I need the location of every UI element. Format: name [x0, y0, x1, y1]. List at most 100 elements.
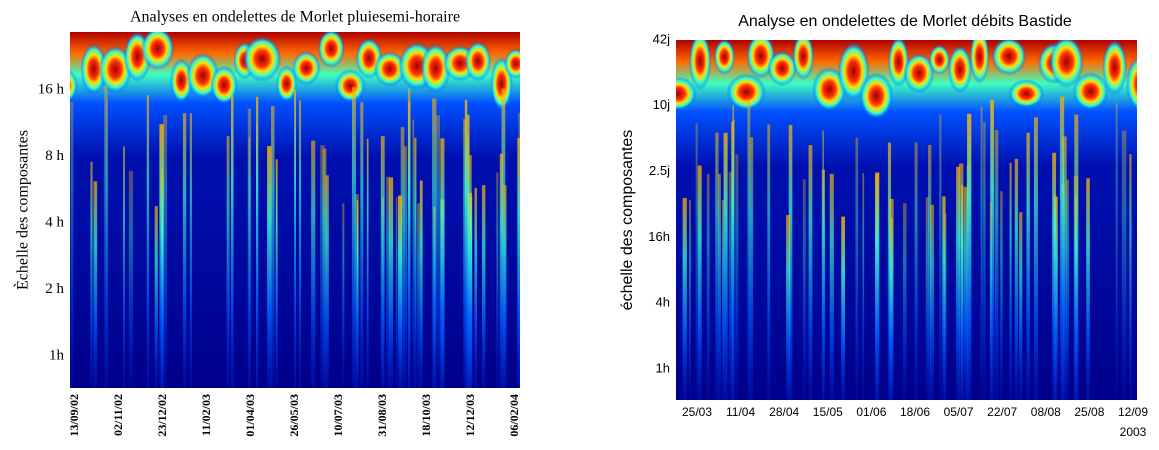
- texture: [718, 173, 721, 400]
- texture: [1086, 178, 1090, 400]
- texture: [1000, 191, 1003, 400]
- texture: [786, 215, 791, 400]
- texture: [859, 72, 894, 120]
- texture: [256, 96, 259, 388]
- texture: [420, 43, 451, 94]
- texture: [482, 185, 486, 388]
- x-tick-label: 13/09/02: [67, 394, 81, 437]
- y-axis-label: échelle des composantes: [619, 130, 636, 311]
- texture: [688, 40, 712, 91]
- texture: [1115, 103, 1118, 400]
- x-tick-label: 02/11/02: [111, 394, 125, 436]
- texture: [889, 218, 893, 400]
- y-axis-label: Èchelle des composantes: [13, 130, 32, 290]
- texture: [822, 130, 825, 400]
- texture: [373, 51, 406, 87]
- texture: [1073, 176, 1079, 400]
- texture: [695, 123, 698, 400]
- texture: [967, 113, 972, 400]
- texture: [474, 187, 477, 388]
- texture: [90, 161, 93, 388]
- texture: [1121, 130, 1127, 400]
- texture: [728, 171, 733, 400]
- x-tick-label: 05/07: [944, 405, 974, 419]
- texture: [400, 127, 405, 388]
- texture: [398, 195, 403, 388]
- y-tick-label: 42j: [653, 31, 670, 46]
- texture: [499, 153, 504, 388]
- texture: [412, 119, 415, 388]
- x-tick-label: 23/12/02: [155, 394, 169, 437]
- texture: [706, 174, 710, 400]
- texture: [342, 203, 345, 388]
- texture: [969, 40, 990, 85]
- texture: [320, 145, 325, 388]
- texture: [351, 87, 356, 388]
- texture: [1019, 212, 1023, 400]
- texture: [160, 169, 164, 388]
- y-tick-label: 10j: [653, 97, 670, 112]
- x-tick-label: 11/04: [726, 405, 755, 419]
- texture: [80, 42, 108, 96]
- texture: [697, 165, 702, 400]
- texture: [123, 146, 125, 388]
- texture: [1072, 72, 1109, 111]
- texture: [1033, 117, 1038, 400]
- texture: [496, 172, 499, 388]
- texture: [275, 159, 278, 388]
- texture: [902, 203, 907, 400]
- chart-left: Analyses en ondelettes de Morlet pluiese…: [13, 9, 521, 437]
- texture: [749, 137, 754, 400]
- texture: [354, 194, 359, 388]
- texture: [408, 101, 411, 388]
- texture: [267, 146, 272, 388]
- y-tick-label: 1h: [656, 360, 670, 375]
- chart-title: Analyses en ondelettes de Morlet pluiese…: [130, 9, 460, 26]
- texture: [275, 65, 298, 103]
- x-tick-label: 18/10/03: [419, 394, 433, 437]
- y-tick-label: 16 h: [38, 81, 65, 97]
- texture: [189, 113, 192, 388]
- texture: [128, 171, 134, 388]
- x-tick-label: 06/02/04: [507, 394, 521, 437]
- x-tick-label: 28/04: [769, 405, 799, 419]
- texture: [980, 106, 983, 400]
- texture: [182, 113, 187, 388]
- texture: [689, 199, 691, 400]
- texture: [417, 203, 421, 388]
- texture: [419, 180, 423, 388]
- texture: [226, 136, 230, 388]
- texture: [247, 108, 252, 388]
- texture: [928, 44, 951, 75]
- texture: [735, 154, 739, 400]
- texture: [1026, 132, 1030, 400]
- texture: [808, 145, 813, 400]
- texture: [325, 175, 329, 388]
- texture: [723, 132, 728, 400]
- texture: [469, 155, 472, 388]
- scalogram: [70, 32, 520, 388]
- texture: [961, 184, 964, 400]
- texture: [731, 121, 734, 400]
- texture: [929, 204, 935, 400]
- texture: [311, 140, 316, 388]
- texture: [1129, 154, 1132, 400]
- texture: [292, 50, 321, 86]
- texture: [1125, 56, 1137, 111]
- texture: [956, 166, 960, 400]
- texture: [1008, 79, 1045, 108]
- y-tick-label: 16h: [648, 229, 670, 244]
- texture: [1059, 96, 1065, 400]
- texture: [1014, 158, 1019, 400]
- texture: [947, 45, 972, 94]
- texture: [767, 124, 771, 400]
- texture: [517, 138, 520, 388]
- texture: [70, 101, 74, 388]
- texture: [106, 98, 108, 388]
- texture: [366, 138, 369, 388]
- texture: [163, 115, 168, 388]
- texture: [230, 95, 234, 388]
- texture: [242, 35, 282, 82]
- texture: [154, 206, 158, 388]
